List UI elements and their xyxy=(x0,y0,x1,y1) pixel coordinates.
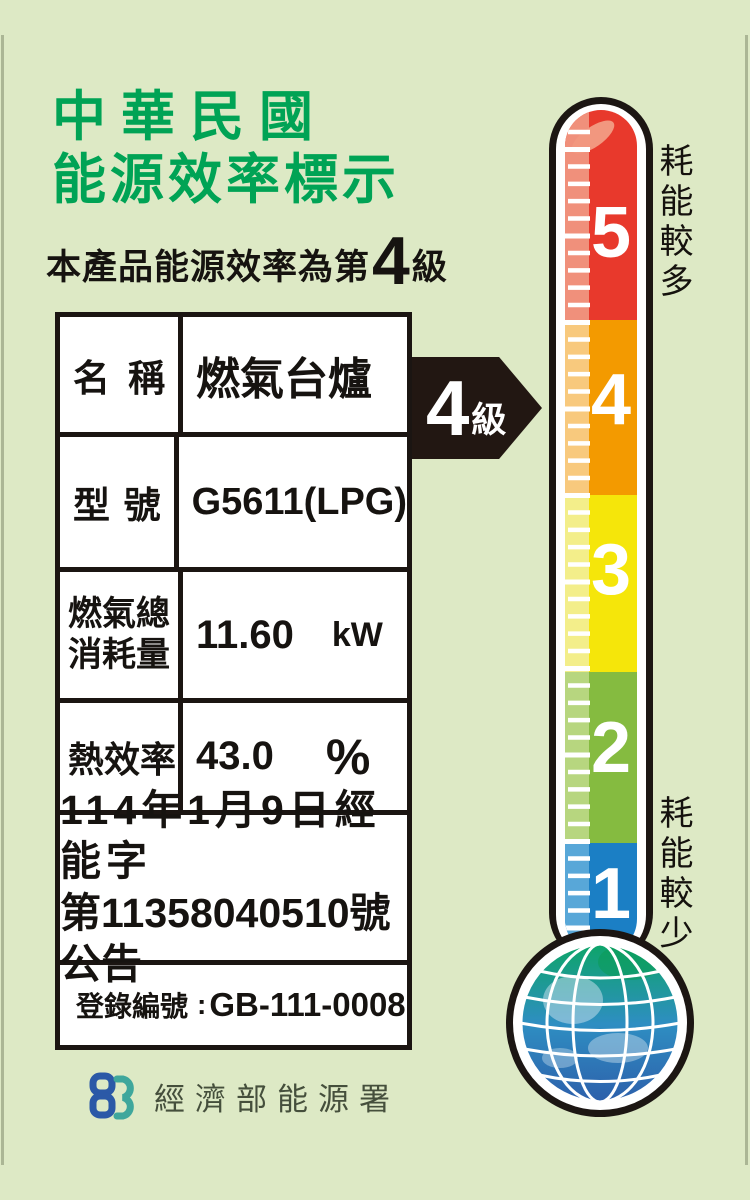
statement-suffix: 級 xyxy=(411,248,448,287)
table-row-model: 型 號 G5611(LPG) xyxy=(60,437,407,572)
row-value-gas-consumption: 11.60 kW xyxy=(183,572,407,698)
registration-block: 登錄編號 : GB-111-0008 xyxy=(60,965,407,1045)
label-left-edge xyxy=(1,35,4,1165)
efficiency-grade-statement: 本產品能源效率為第 4 級 xyxy=(46,223,448,299)
announcement-block: 114年1月9日經能字 第11358040510號公告 xyxy=(60,787,407,987)
scale-number-5: 5 xyxy=(591,193,631,273)
agency-name: 經濟部能源署 xyxy=(154,1081,400,1117)
gas-consumption-number: 11.60 xyxy=(196,612,294,657)
row-label-gas-line1: 燃氣總 xyxy=(68,595,170,634)
globe-icon xyxy=(506,929,694,1117)
product-info-table: 名 稱 燃氣台爐 型 號 G5611(LPG) 燃氣總 消耗量 11.60 kW… xyxy=(55,312,412,1050)
registration-separator: : xyxy=(197,989,207,1020)
row-value-model: G5611(LPG) xyxy=(191,480,407,523)
efficiency-thermometer: 5 4 3 2 1 xyxy=(506,97,694,1117)
thermal-efficiency-unit: % xyxy=(325,728,371,785)
row-label-name-char1: 名 xyxy=(73,357,110,399)
registration-label: 登錄編號 xyxy=(76,991,189,1022)
scale-number-4: 4 xyxy=(591,360,631,440)
scale-number-3: 3 xyxy=(591,530,631,610)
scale-number-2: 2 xyxy=(591,708,631,788)
row-label-model-char2: 號 xyxy=(123,485,161,526)
table-row-thermal-efficiency: 熱效率 43.0 % xyxy=(60,703,407,815)
tube-highlight xyxy=(571,120,615,154)
statement-prefix: 本產品能源效率為第 xyxy=(46,248,371,287)
more-energy-label: 耗能較多 xyxy=(654,143,692,303)
row-label-model-char1: 型 xyxy=(73,485,110,526)
grade-arrow-number: 4 xyxy=(426,364,470,452)
table-row-name: 名 稱 燃氣台爐 xyxy=(60,317,407,437)
announcement-line1: 114年1月9日經能字 xyxy=(60,787,381,885)
page-title-line1: 中 華 民 國 xyxy=(52,87,314,147)
grade-arrow: 4 級 xyxy=(412,357,542,459)
row-label-thermal-efficiency: 熱效率 xyxy=(60,703,183,810)
thermal-efficiency-number: 43.0 xyxy=(196,734,274,778)
row-value-name: 燃氣台爐 xyxy=(196,354,372,404)
row-label-name-char2: 稱 xyxy=(128,357,165,399)
row-label-name: 名 稱 xyxy=(60,317,183,432)
row-label-model: 型 號 xyxy=(60,437,179,567)
page-title-line2: 能源效率標示 xyxy=(52,150,400,210)
announcement-line2: 第11358040510號公告 xyxy=(60,889,391,987)
gas-consumption-unit: kW xyxy=(331,615,383,654)
row-label-gas-line2: 消耗量 xyxy=(68,636,170,674)
row-value-thermal-efficiency: 43.0 % xyxy=(183,703,407,810)
registration-number: GB-111-0008 xyxy=(209,986,406,1023)
row-label-gas-consumption: 燃氣總 消耗量 xyxy=(60,572,183,698)
label-right-edge xyxy=(745,35,748,1165)
grade-arrow-unit: 級 xyxy=(471,400,507,440)
statement-grade-number: 4 xyxy=(372,223,410,299)
scale-number-1: 1 xyxy=(591,854,631,934)
table-row-gas-consumption: 燃氣總 消耗量 11.60 kW xyxy=(60,572,407,703)
footer: 經濟部能源署 xyxy=(86,1070,400,1122)
moea-energy-logo-icon xyxy=(89,1072,134,1120)
less-energy-label: 耗能較少 xyxy=(654,795,692,955)
